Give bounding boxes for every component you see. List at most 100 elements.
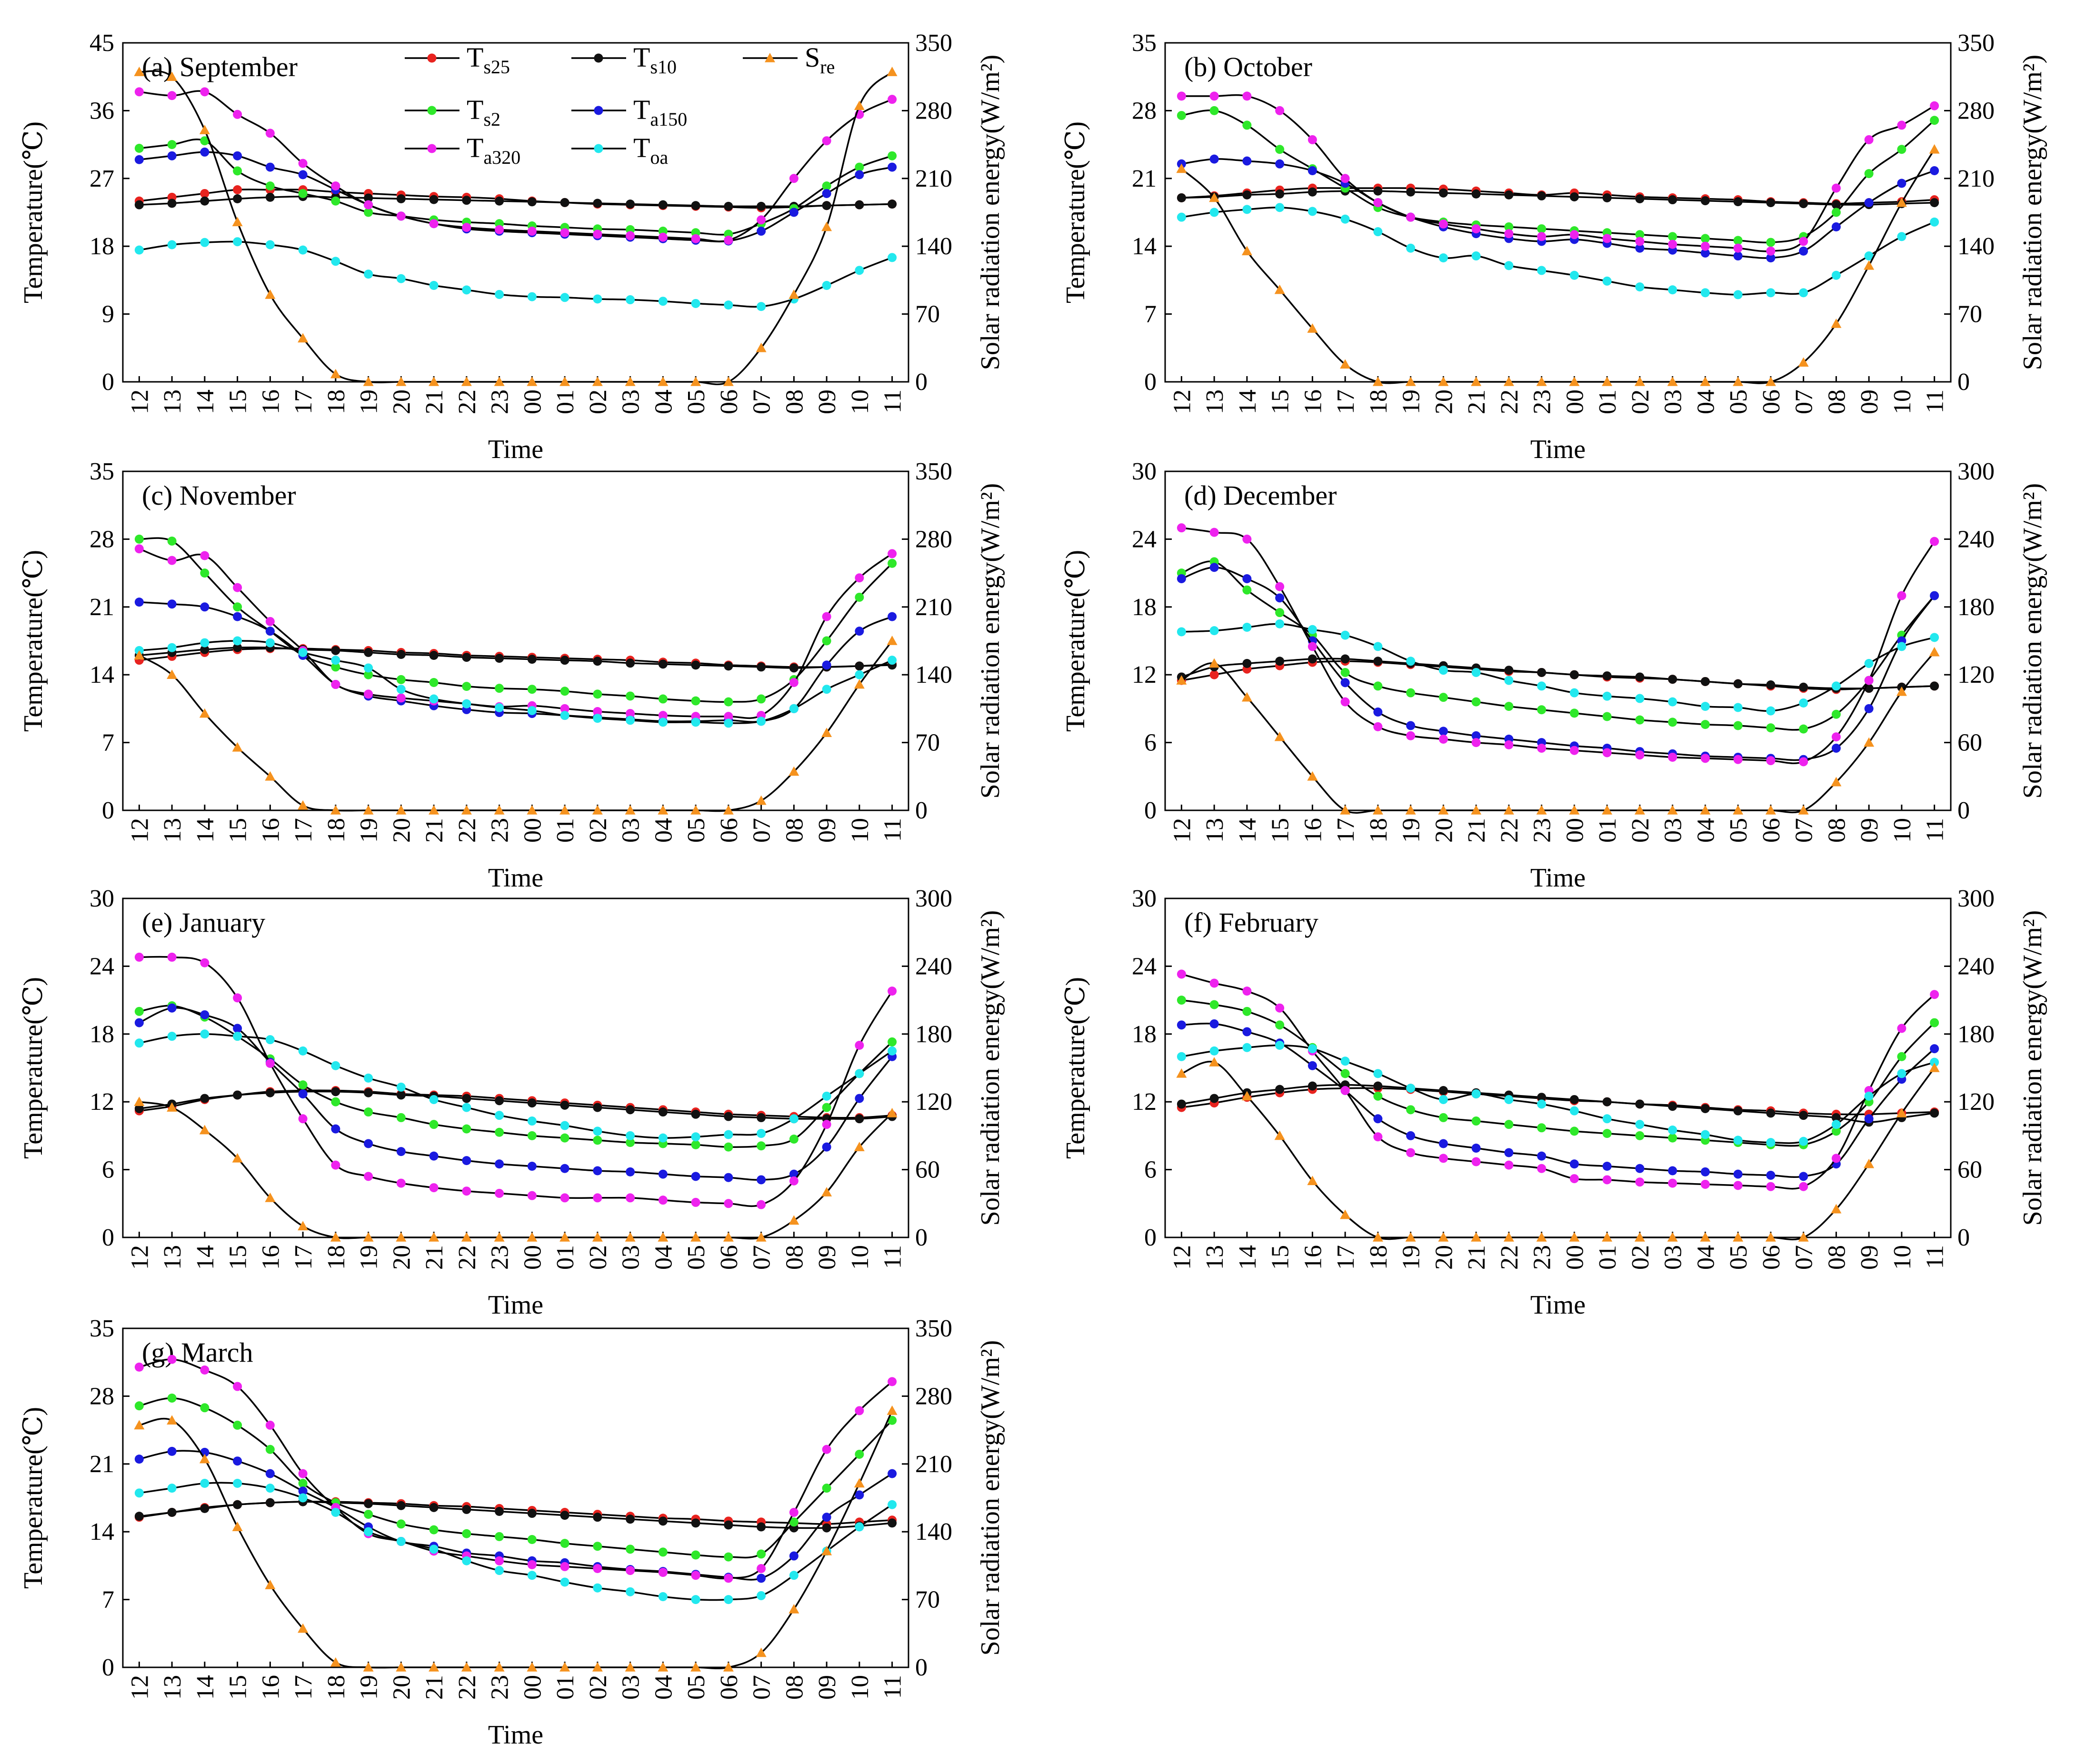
data-point xyxy=(821,1187,832,1196)
y-right-tick-label: 70 xyxy=(915,1586,940,1614)
data-point xyxy=(1864,1114,1874,1124)
series-Ts10 xyxy=(134,643,897,673)
x-tick-label: 15 xyxy=(225,1675,252,1700)
data-point xyxy=(757,694,766,704)
data-point xyxy=(298,159,308,168)
data-point xyxy=(658,1592,668,1601)
data-point xyxy=(233,1500,242,1509)
data-point xyxy=(1635,243,1645,253)
data-point xyxy=(593,229,602,239)
x-tick-label: 07 xyxy=(1791,1245,1818,1270)
data-point xyxy=(1667,1232,1678,1242)
x-tick-label: 15 xyxy=(225,818,252,843)
data-point xyxy=(855,1522,864,1532)
x-tick-label: 09 xyxy=(814,1245,841,1270)
data-point xyxy=(560,711,569,720)
data-point xyxy=(298,170,308,179)
data-point xyxy=(462,1186,471,1196)
x-tick-label: 03 xyxy=(1660,389,1687,414)
data-point xyxy=(724,201,733,211)
legend: Ts25 Ts10 Sre Ts2 Ta150 Ta320 Toa xyxy=(405,42,835,168)
data-point xyxy=(723,1662,734,1672)
panel-title: (g) March xyxy=(142,1337,253,1368)
data-point xyxy=(363,805,374,815)
data-point xyxy=(757,1113,766,1122)
data-point xyxy=(429,1120,439,1129)
data-point xyxy=(265,162,275,172)
x-tick-label: 19 xyxy=(356,818,383,843)
data-point xyxy=(593,1166,602,1176)
data-point xyxy=(1766,1182,1776,1191)
data-point xyxy=(1569,1232,1580,1242)
panel-title: (c) November xyxy=(142,480,296,511)
data-point xyxy=(1209,670,1219,679)
data-point xyxy=(200,568,210,578)
data-point xyxy=(1471,697,1481,707)
series-Ts2 xyxy=(134,1001,897,1152)
data-point xyxy=(822,1484,831,1493)
data-point xyxy=(1897,642,1906,651)
data-point xyxy=(527,805,538,815)
data-point xyxy=(167,91,177,100)
data-point xyxy=(1930,101,1939,110)
data-point xyxy=(1177,969,1186,979)
data-point xyxy=(298,800,309,810)
data-point xyxy=(724,1173,733,1182)
data-point xyxy=(429,651,439,660)
data-point xyxy=(1635,715,1645,725)
data-point xyxy=(1340,654,1350,664)
y-left-tick-label: 24 xyxy=(1132,526,1157,553)
x-axis-title: Time xyxy=(488,1290,543,1320)
data-point xyxy=(1864,704,1874,713)
data-point xyxy=(1537,232,1547,241)
data-point xyxy=(462,1124,471,1134)
data-point xyxy=(888,1500,897,1509)
y-right-tick-label: 300 xyxy=(1957,458,1995,485)
data-point xyxy=(233,602,242,612)
data-point xyxy=(855,670,864,679)
data-point xyxy=(1471,1157,1481,1166)
y-left-tick-label: 12 xyxy=(1132,661,1157,688)
data-point xyxy=(1177,627,1186,637)
data-point xyxy=(265,1059,275,1068)
data-point xyxy=(1373,657,1383,666)
data-point xyxy=(396,649,406,659)
data-point xyxy=(888,656,897,665)
data-point xyxy=(560,1539,569,1548)
data-point xyxy=(1733,1136,1743,1145)
legend-label: Sre xyxy=(805,42,835,78)
data-point xyxy=(1537,1093,1547,1102)
data-point xyxy=(658,1568,668,1577)
y-right-tick-label: 350 xyxy=(915,30,952,57)
data-point xyxy=(691,299,700,308)
data-point xyxy=(855,592,864,602)
data-point xyxy=(364,663,373,673)
data-point xyxy=(462,699,471,708)
data-point xyxy=(1602,193,1612,202)
data-point xyxy=(1831,1154,1841,1163)
series-line xyxy=(139,1410,893,1670)
y-right-tick-label: 0 xyxy=(915,369,928,396)
data-point xyxy=(593,1136,602,1145)
data-point xyxy=(330,1232,341,1242)
data-point xyxy=(233,1478,242,1488)
x-tick-label: 06 xyxy=(1758,818,1785,843)
data-point xyxy=(560,656,569,665)
data-point xyxy=(1471,738,1481,747)
data-point xyxy=(1602,276,1612,286)
data-point xyxy=(364,208,373,217)
x-axis-title: Time xyxy=(1530,863,1586,893)
data-point xyxy=(1340,668,1350,677)
data-point xyxy=(1668,752,1677,762)
data-point xyxy=(1700,248,1710,258)
data-point xyxy=(888,1377,897,1386)
data-point xyxy=(1634,1232,1645,1242)
data-point xyxy=(593,1126,602,1136)
data-point xyxy=(691,1132,700,1142)
data-point xyxy=(691,1550,700,1560)
x-tick-label: 13 xyxy=(159,1675,186,1700)
data-point xyxy=(495,1096,504,1106)
data-point xyxy=(462,1556,471,1565)
x-tick-label: 11 xyxy=(879,1675,907,1699)
series-Toa xyxy=(134,636,897,728)
